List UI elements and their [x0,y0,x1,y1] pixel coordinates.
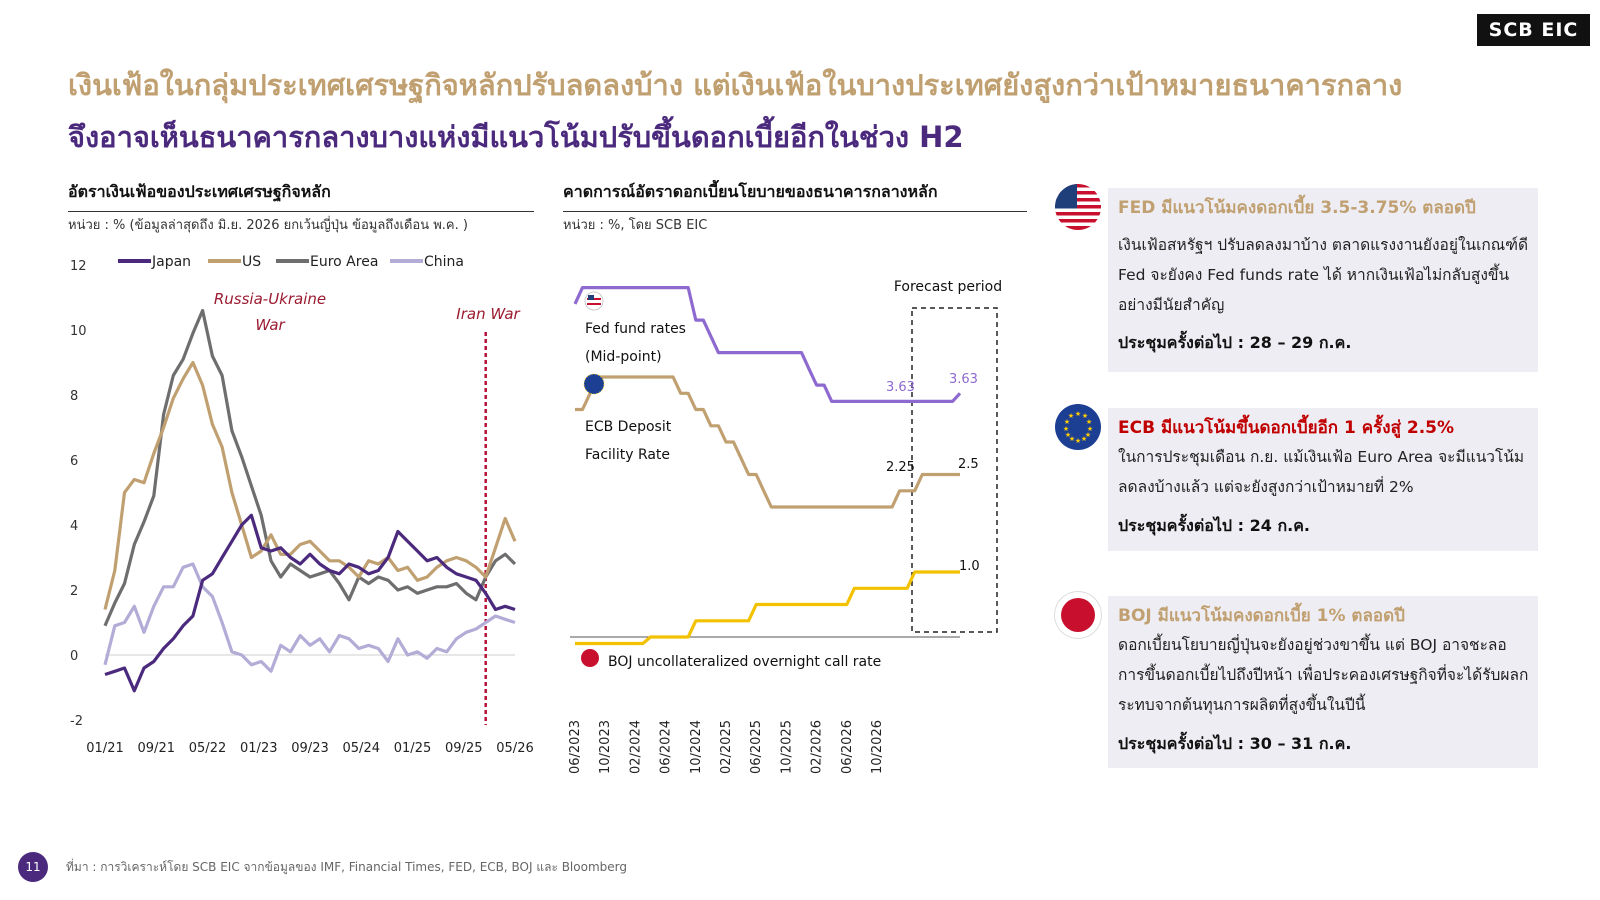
boj-next-meeting: ประชุมครั้งต่อไป : 30 – 31 ก.ค. [1118,734,1352,753]
svg-text:★: ★ [1065,431,1071,439]
inflation-chart-title: อัตราเงินเฟ้อของประเทศเศรษฐกิจหลัก [68,180,534,212]
x-tick-label: 02/2026 [810,720,825,774]
svg-text:★: ★ [1086,418,1092,426]
svg-text:★: ★ [1082,412,1088,420]
series-line-china [103,562,516,673]
flag-stripe [587,303,601,305]
x-tick-label: 06/2026 [840,720,855,774]
fed-series-label: Fed fund rates [585,321,686,337]
y-tick-label: 2 [70,584,78,599]
x-tick-label: 09/23 [291,741,328,756]
ecb-series-label-2: Facility Rate [585,447,670,463]
legend-label: US [242,254,261,270]
svg-text:★: ★ [1064,418,1070,426]
x-tick-label: 06/2025 [749,720,764,774]
x-tick-label: 06/2024 [659,720,674,774]
series-line-euro-area [103,308,517,627]
svg-text:★: ★ [1069,435,1075,443]
ecb-panel-title: ECB มีแนวโน้มขึ้นดอกเบี้ยอีก 1 ครั้งสู่ … [1118,418,1455,438]
data-label-boj-forecast: 1.0 [959,559,980,574]
fed-panel-body: เงินเฟ้อสหรัฐฯ ปรับลดลงมาบ้าง ตลาดแรงงาน… [1118,236,1529,314]
x-tick-label: 10/2024 [689,720,704,774]
fed-panel-title: FED มีแนวโน้มคงดอกเบี้ย 3.5-3.75% ตลอดปี [1118,198,1476,218]
x-tick-label: 05/22 [189,741,226,756]
brand-logo: SCB EIC [1477,14,1590,46]
data-label-fed-current: 3.63 [886,380,915,395]
x-tick-label: 09/21 [138,741,175,756]
svg-text:★: ★ [1068,412,1074,420]
x-tick-label: 05/24 [343,741,380,756]
legend-label: China [424,254,464,270]
data-label-fed-forecast: 3.63 [949,372,978,387]
headline-line-2: จึงอาจเห็นธนาคารกลางบางแห่งมีแนวโน้มปรับ… [68,120,964,154]
japan-flag-icon [1055,592,1101,638]
y-tick-label: 0 [70,649,78,664]
fed-next-meeting: ประชุมครั้งต่อไป : 28 – 29 ก.ค. [1118,333,1352,352]
fed-series-label-2: (Mid-point) [585,349,662,365]
annotation-russia-ukraine: Russia-Ukraine [214,290,326,308]
x-tick-label: 01/21 [86,741,123,756]
y-tick-label: 10 [70,324,87,339]
legend-label: Euro Area [310,254,378,270]
ecb-next-meeting: ประชุมครั้งต่อไป : 24 ก.ค. [1118,516,1310,535]
svg-text:★: ★ [1075,437,1081,445]
y-tick-label: -2 [70,714,83,729]
ecb-panel: ECB มีแนวโน้มขึ้นดอกเบี้ยอีก 1 ครั้งสู่ … [1108,408,1538,551]
annotation-war: War [255,316,285,334]
boj-mini-flag-icon [581,649,599,667]
svg-text:★: ★ [1085,431,1091,439]
forecast-period-label: Forecast period [894,279,1002,295]
x-tick-label: 06/2023 [568,720,583,774]
x-tick-label: 01/25 [394,741,431,756]
ecb-panel-body: ในการประชุมเดือน ก.ย. แม้เงินเฟ้อ Euro A… [1118,448,1525,496]
x-tick-label: 01/23 [240,741,277,756]
series-line-boj [575,570,960,646]
fed-mini-flag-icon [584,291,604,311]
eu-flag-icon: ★ ★ ★ ★ ★ ★ ★ ★ ★ ★ ★ ★ [1055,404,1101,450]
fed-panel: FED มีแนวโน้มคงดอกเบี้ย 3.5-3.75% ตลอดปี… [1108,188,1538,372]
forecast-period-box [911,307,998,633]
svg-text:★: ★ [1075,410,1081,418]
policy-rate-chart: -1012345606/202310/202302/202406/202410/… [568,279,1002,774]
y-tick-label: 12 [70,259,87,274]
data-label-ecb-forecast: 2.5 [958,457,979,472]
legend-label: Japan [151,254,191,270]
boj-series-label: BOJ uncollateralized overnight call rate [608,654,881,670]
x-tick-label: 10/2026 [870,720,885,774]
svg-text:★: ★ [1081,435,1087,443]
ecb-mini-flag-icon [583,373,605,395]
y-tick-label: 4 [70,519,78,534]
rates-chart-title: คาดการณ์อัตราดอกเบี้ยนโยบายของธนาคารกลาง… [563,180,1027,212]
x-tick-label: 09/25 [445,741,482,756]
y-tick-label: 8 [70,389,78,404]
boj-panel: BOJ มีแนวโน้มคงดอกเบี้ย 1% ตลอดปี ดอกเบี… [1108,596,1538,768]
data-label-ecb-current: 2.25 [886,460,915,475]
rates-chart-unit: หน่วย : %, โดย SCB EIC [563,218,708,233]
x-tick-label: 02/2024 [628,720,643,774]
series-line-fed [573,286,962,403]
boj-panel-body: ดอกเบี้ยนโยบายญี่ปุ่นจะยังอยู่ช่วงขาขึ้น… [1118,636,1529,714]
ecb-series-label: ECB Deposit [585,419,672,435]
series-line-ecb [575,375,960,509]
series-line-japan [104,513,516,693]
x-tick-label: 02/2025 [719,720,734,774]
x-tick-label: 10/2023 [598,720,613,774]
boj-panel-title: BOJ มีแนวโน้มคงดอกเบี้ย 1% ตลอดปี [1118,606,1405,626]
x-tick-label: 05/26 [496,741,533,756]
svg-text:★: ★ [1087,425,1093,433]
flag-circle [584,291,604,311]
inflation-chart-unit: หน่วย : % (ข้อมูลล่าสุดถึง มิ.ย. 2026 ยก… [68,218,468,233]
annotation-iran-war: Iran War [456,305,520,323]
source-note: ที่มา : การวิเคราะห์โดย SCB EIC จากข้อมู… [66,860,627,874]
us-flag-icon [1055,184,1101,230]
svg-text:★: ★ [1063,425,1069,433]
flag-canton [588,295,594,300]
series-line-us [103,360,517,610]
y-tick-label: 6 [70,454,78,469]
page-number: 11 [18,852,48,882]
headline-line-1: เงินเฟ้อในกลุ่มประเทศเศรษฐกิจหลักปรับลดล… [68,68,1403,102]
x-tick-label: 10/2025 [779,720,794,774]
inflation-chart: -2 0 2 4 6 8 10 12 01/21 09/21 05/22 01/23 09/23 05/2… [70,254,534,756]
